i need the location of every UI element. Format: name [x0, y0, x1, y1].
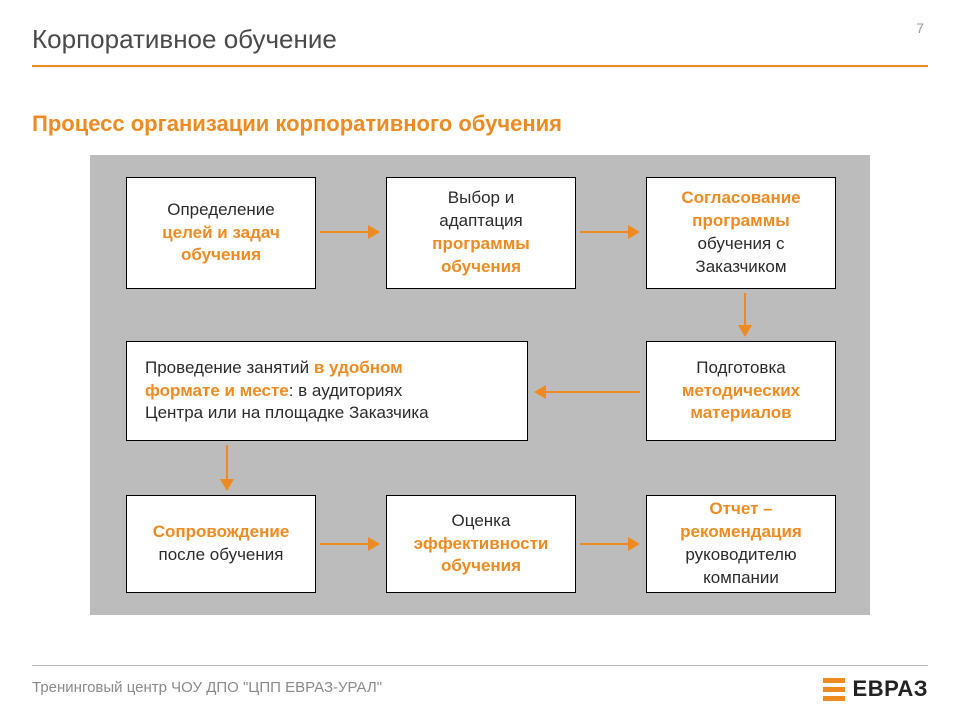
page-number: 7 [916, 20, 924, 36]
logo: ЕВРАЗ [823, 676, 928, 702]
flow-arrow-a6 [320, 537, 380, 551]
page-title: Корпоративное обучение [32, 24, 928, 67]
logo-icon [823, 678, 845, 701]
flow-arrow-a1 [320, 225, 380, 239]
flow-node-n8: Отчет –рекомендацияруководителюкомпании [646, 495, 836, 593]
flow-arrow-a3 [738, 293, 752, 337]
flow-arrow-a4 [534, 385, 640, 399]
flow-node-n7: Оценкаэффективностиобучения [386, 495, 576, 593]
flow-node-n5: Подготовкаметодическихматериалов [646, 341, 836, 441]
flow-node-n6: Сопровождениепосле обучения [126, 495, 316, 593]
footer-text: Тренинговый центр ЧОУ ДПО "ЦПП ЕВРАЗ-УРА… [32, 679, 382, 696]
slide: 7 Корпоративное обучение Процесс организ… [0, 0, 960, 720]
flow-arrow-a7 [580, 537, 640, 551]
flow-node-n4: Проведение занятий в удобномформате и ме… [126, 341, 528, 441]
flow-node-n2: Выбор иадаптацияпрограммыобучения [386, 177, 576, 289]
flow-node-n1: Определениецелей и задачобучения [126, 177, 316, 289]
logo-text: ЕВРАЗ [853, 676, 928, 702]
flow-arrow-a5 [220, 445, 234, 491]
footer-rule [32, 665, 928, 666]
flow-node-n3: Согласованиепрограммыобучения сЗаказчико… [646, 177, 836, 289]
section-subtitle: Процесс организации корпоративного обуче… [32, 111, 928, 137]
flowchart: Определениецелей и задачобучения Выбор иа… [90, 155, 870, 615]
flow-arrow-a2 [580, 225, 640, 239]
